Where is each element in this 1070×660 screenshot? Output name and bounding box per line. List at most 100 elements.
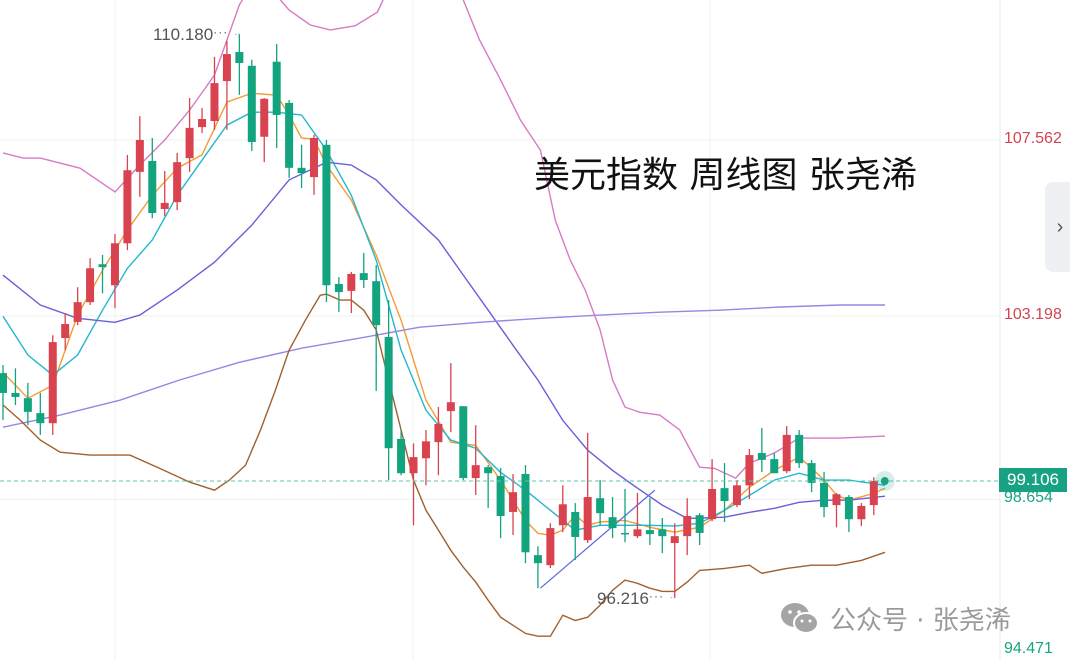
chevron-right-icon: ›: [1056, 215, 1064, 238]
candle-down: [521, 465, 530, 564]
candle-body: [322, 144, 331, 286]
candle-body: [695, 515, 704, 533]
candle-up: [123, 154, 132, 251]
candle-down: [795, 430, 804, 468]
wechat-icon: [780, 602, 820, 636]
candle-body: [459, 406, 468, 479]
current-price-badge: 99.106: [999, 468, 1067, 492]
candle-up: [732, 480, 741, 508]
candle-body: [521, 474, 530, 553]
candle-down: [23, 382, 32, 426]
candle-up: [210, 56, 219, 130]
indicator-line: [2, 92, 886, 537]
candle-body: [11, 392, 20, 397]
candle-body: [0, 373, 7, 393]
candle-down: [235, 34, 244, 95]
candle-down: [820, 472, 829, 518]
candle-down: [658, 517, 667, 554]
candle-body: [546, 528, 555, 566]
candle-body: [732, 485, 741, 506]
low-annotation: 96.216···: [597, 589, 664, 608]
candle-down: [272, 43, 281, 149]
candle-down: [608, 497, 617, 539]
candle-down: [571, 503, 580, 560]
candle-body: [533, 555, 542, 564]
candle-down: [397, 430, 406, 476]
candle-body: [334, 284, 343, 293]
candle-body: [110, 243, 119, 286]
candle-body: [857, 505, 866, 520]
candle-body: [782, 434, 791, 472]
price-axis-label: 103.198: [1004, 305, 1062, 323]
candle-body: [384, 336, 393, 449]
candle-body: [247, 65, 256, 143]
candle-body: [608, 517, 617, 529]
candle-down: [484, 465, 493, 508]
low-value: 96.216: [597, 589, 649, 608]
candle-body: [36, 413, 45, 424]
candle-body: [23, 398, 32, 412]
candle-body: [484, 467, 493, 474]
indicator-line: [2, 0, 886, 479]
candle-up: [857, 503, 866, 527]
candle-up: [73, 287, 82, 326]
candle-body: [807, 463, 816, 483]
candle-up: [471, 425, 480, 495]
price-axis-label: 98.654: [1004, 489, 1053, 507]
candle-down: [36, 392, 45, 435]
candle-down: [695, 513, 704, 546]
candle-body: [832, 494, 841, 506]
candle-body: [421, 441, 430, 459]
candle-body: [496, 476, 505, 516]
collapse-panel-button[interactable]: ›: [1045, 182, 1070, 272]
candle-body: [621, 532, 629, 535]
candle-body: [596, 498, 605, 514]
candle-up: [446, 363, 455, 433]
candle-up: [409, 443, 418, 526]
candle-body: [397, 438, 406, 474]
candle-body: [708, 488, 717, 520]
candles: [0, 34, 878, 598]
candle-up: [745, 449, 754, 500]
candle-body: [310, 137, 318, 178]
candle-down: [459, 406, 468, 481]
candle-down: [496, 467, 505, 539]
candle-up: [583, 432, 592, 544]
candle-body: [745, 455, 754, 486]
candle-up: [434, 407, 443, 476]
candle-up: [61, 313, 70, 351]
candle-down: [11, 368, 20, 406]
candle-up: [558, 485, 567, 533]
candle-up: [48, 335, 57, 435]
candle-body: [372, 281, 381, 326]
candle-body: [160, 202, 169, 209]
candle-body: [359, 273, 368, 280]
price-axis-label: 107.562: [1004, 129, 1062, 147]
candle-down: [844, 495, 853, 533]
trend-line: [539, 489, 656, 589]
candle-up: [683, 498, 692, 556]
candle-body: [820, 482, 829, 508]
candle-up: [135, 116, 144, 197]
candle-up: [160, 171, 169, 217]
candle-up: [86, 258, 95, 305]
candle-body: [297, 167, 306, 174]
candle-body: [272, 61, 281, 115]
candle-down: [0, 365, 7, 420]
candle-up: [110, 233, 119, 309]
candle-body: [210, 83, 219, 122]
candle-up: [509, 474, 518, 535]
candle-down: [98, 254, 107, 294]
candle-body: [683, 515, 692, 537]
high-value: 110.180: [153, 25, 214, 44]
candle-up: [222, 40, 231, 130]
candle-body: [347, 273, 356, 291]
candle-body: [645, 530, 654, 535]
chart-title: 美元指数 周线图 张尧浠: [534, 155, 917, 196]
candle-down: [148, 137, 157, 219]
candle-body: [86, 268, 95, 303]
candle-body: [869, 481, 878, 506]
candle-down: [359, 252, 368, 289]
candle-body: [98, 264, 107, 268]
